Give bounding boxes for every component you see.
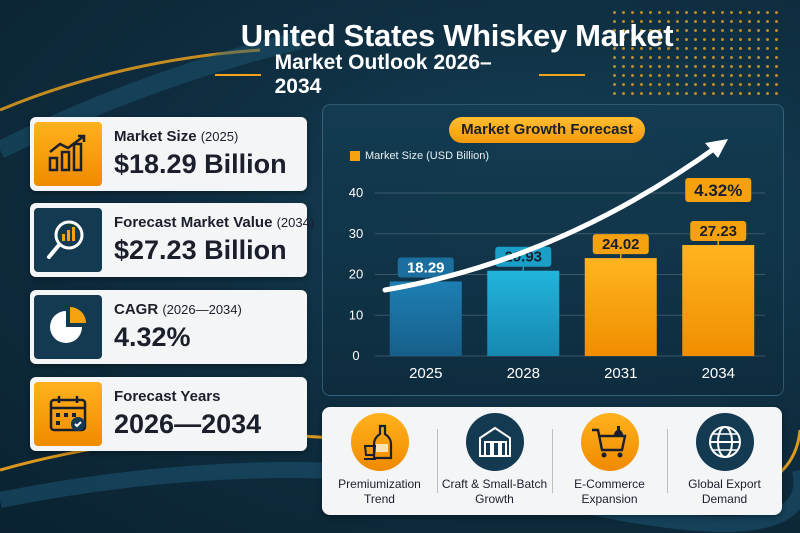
card-label: Forecast Market Value (2034)	[114, 214, 315, 231]
subtitle-row: Market Outlook 2026–2034	[215, 51, 585, 98]
chart-legend: Market Size (USD Billion)	[350, 150, 489, 162]
magnifier-chart-icon	[34, 208, 102, 272]
driver-craft: Craft & Small-Batch Growth	[437, 407, 552, 515]
divider	[215, 74, 261, 76]
x-tick-label: 2034	[702, 365, 735, 382]
growth-drivers: Premiumization Trend Craft & Small-Batch…	[322, 407, 782, 515]
growth-arrow-head	[705, 139, 728, 158]
calendar-icon	[34, 382, 102, 446]
stat-card-market-size: Market Size (2025) $18.29 Billion	[30, 117, 307, 191]
y-tick-label: 40	[349, 185, 363, 200]
bar	[389, 281, 462, 356]
card-label: Market Size (2025)	[114, 128, 239, 145]
stat-card-cagr: CAGR (2026—2034) 4.32%	[30, 290, 307, 364]
card-value: $18.29 Billion	[114, 149, 287, 179]
chart-title: Market Growth Forecast	[449, 117, 645, 143]
driver-label: Craft & Small-Batch Growth	[441, 477, 548, 506]
divider	[539, 74, 585, 76]
growth-arrow	[382, 143, 721, 293]
driver-ecommerce: E-Commerce Expansion	[552, 407, 667, 515]
distillery-icon	[465, 413, 524, 471]
stat-card-forecast-value: Forecast Market Value (2034) $27.23 Bill…	[30, 203, 314, 277]
y-tick-label: 30	[349, 226, 363, 241]
card-value: 2026—2034	[114, 409, 262, 439]
data-label: 27.23	[699, 223, 737, 240]
cagr-annotation-box	[685, 178, 752, 202]
stat-card-forecast-years: Forecast Years 2026—2034	[30, 377, 307, 451]
bar	[584, 258, 657, 356]
data-label: 20.93	[504, 249, 542, 266]
cagr-annotation: 4.32%	[694, 181, 742, 200]
page-subtitle: Market Outlook 2026–2034	[274, 51, 492, 98]
growth-chart-icon	[34, 122, 102, 186]
bar	[487, 270, 560, 356]
pie-chart-icon	[34, 295, 102, 359]
driver-premiumization: Premiumization Trend	[322, 407, 437, 515]
x-tick-label: 2025	[409, 365, 442, 382]
bar	[682, 245, 755, 356]
driver-label: Global Export Demand	[688, 477, 761, 506]
card-label: CAGR (2026—2034)	[114, 301, 242, 318]
legend-label: Market Size (USD Billion)	[365, 150, 490, 162]
y-tick-label: 10	[349, 307, 363, 322]
globe-icon	[695, 413, 754, 471]
driver-label: E-Commerce Expansion	[574, 477, 645, 506]
decor-dots	[610, 8, 780, 98]
shopping-cart-icon	[580, 413, 639, 471]
data-label-box	[592, 234, 649, 255]
data-label-box	[495, 246, 552, 267]
page-title: United States Whiskey Market	[240, 18, 674, 53]
card-value: 4.32%	[114, 322, 191, 352]
bottle-glass-icon	[350, 413, 409, 471]
data-label-box	[397, 257, 454, 278]
driver-label: Premiumization Trend	[338, 477, 421, 506]
data-label: 24.02	[602, 236, 640, 253]
legend-swatch	[350, 151, 360, 161]
x-tick-label: 2031	[604, 365, 637, 382]
x-tick-label: 2028	[507, 365, 540, 382]
data-label-box	[690, 221, 747, 242]
data-label: 18.29	[407, 259, 445, 276]
y-tick-label: 20	[349, 267, 363, 282]
driver-export: Global Export Demand	[667, 407, 782, 515]
card-label: Forecast Years	[114, 388, 221, 405]
y-tick-label: 0	[352, 348, 359, 363]
card-value: $27.23 Billion	[114, 235, 287, 265]
